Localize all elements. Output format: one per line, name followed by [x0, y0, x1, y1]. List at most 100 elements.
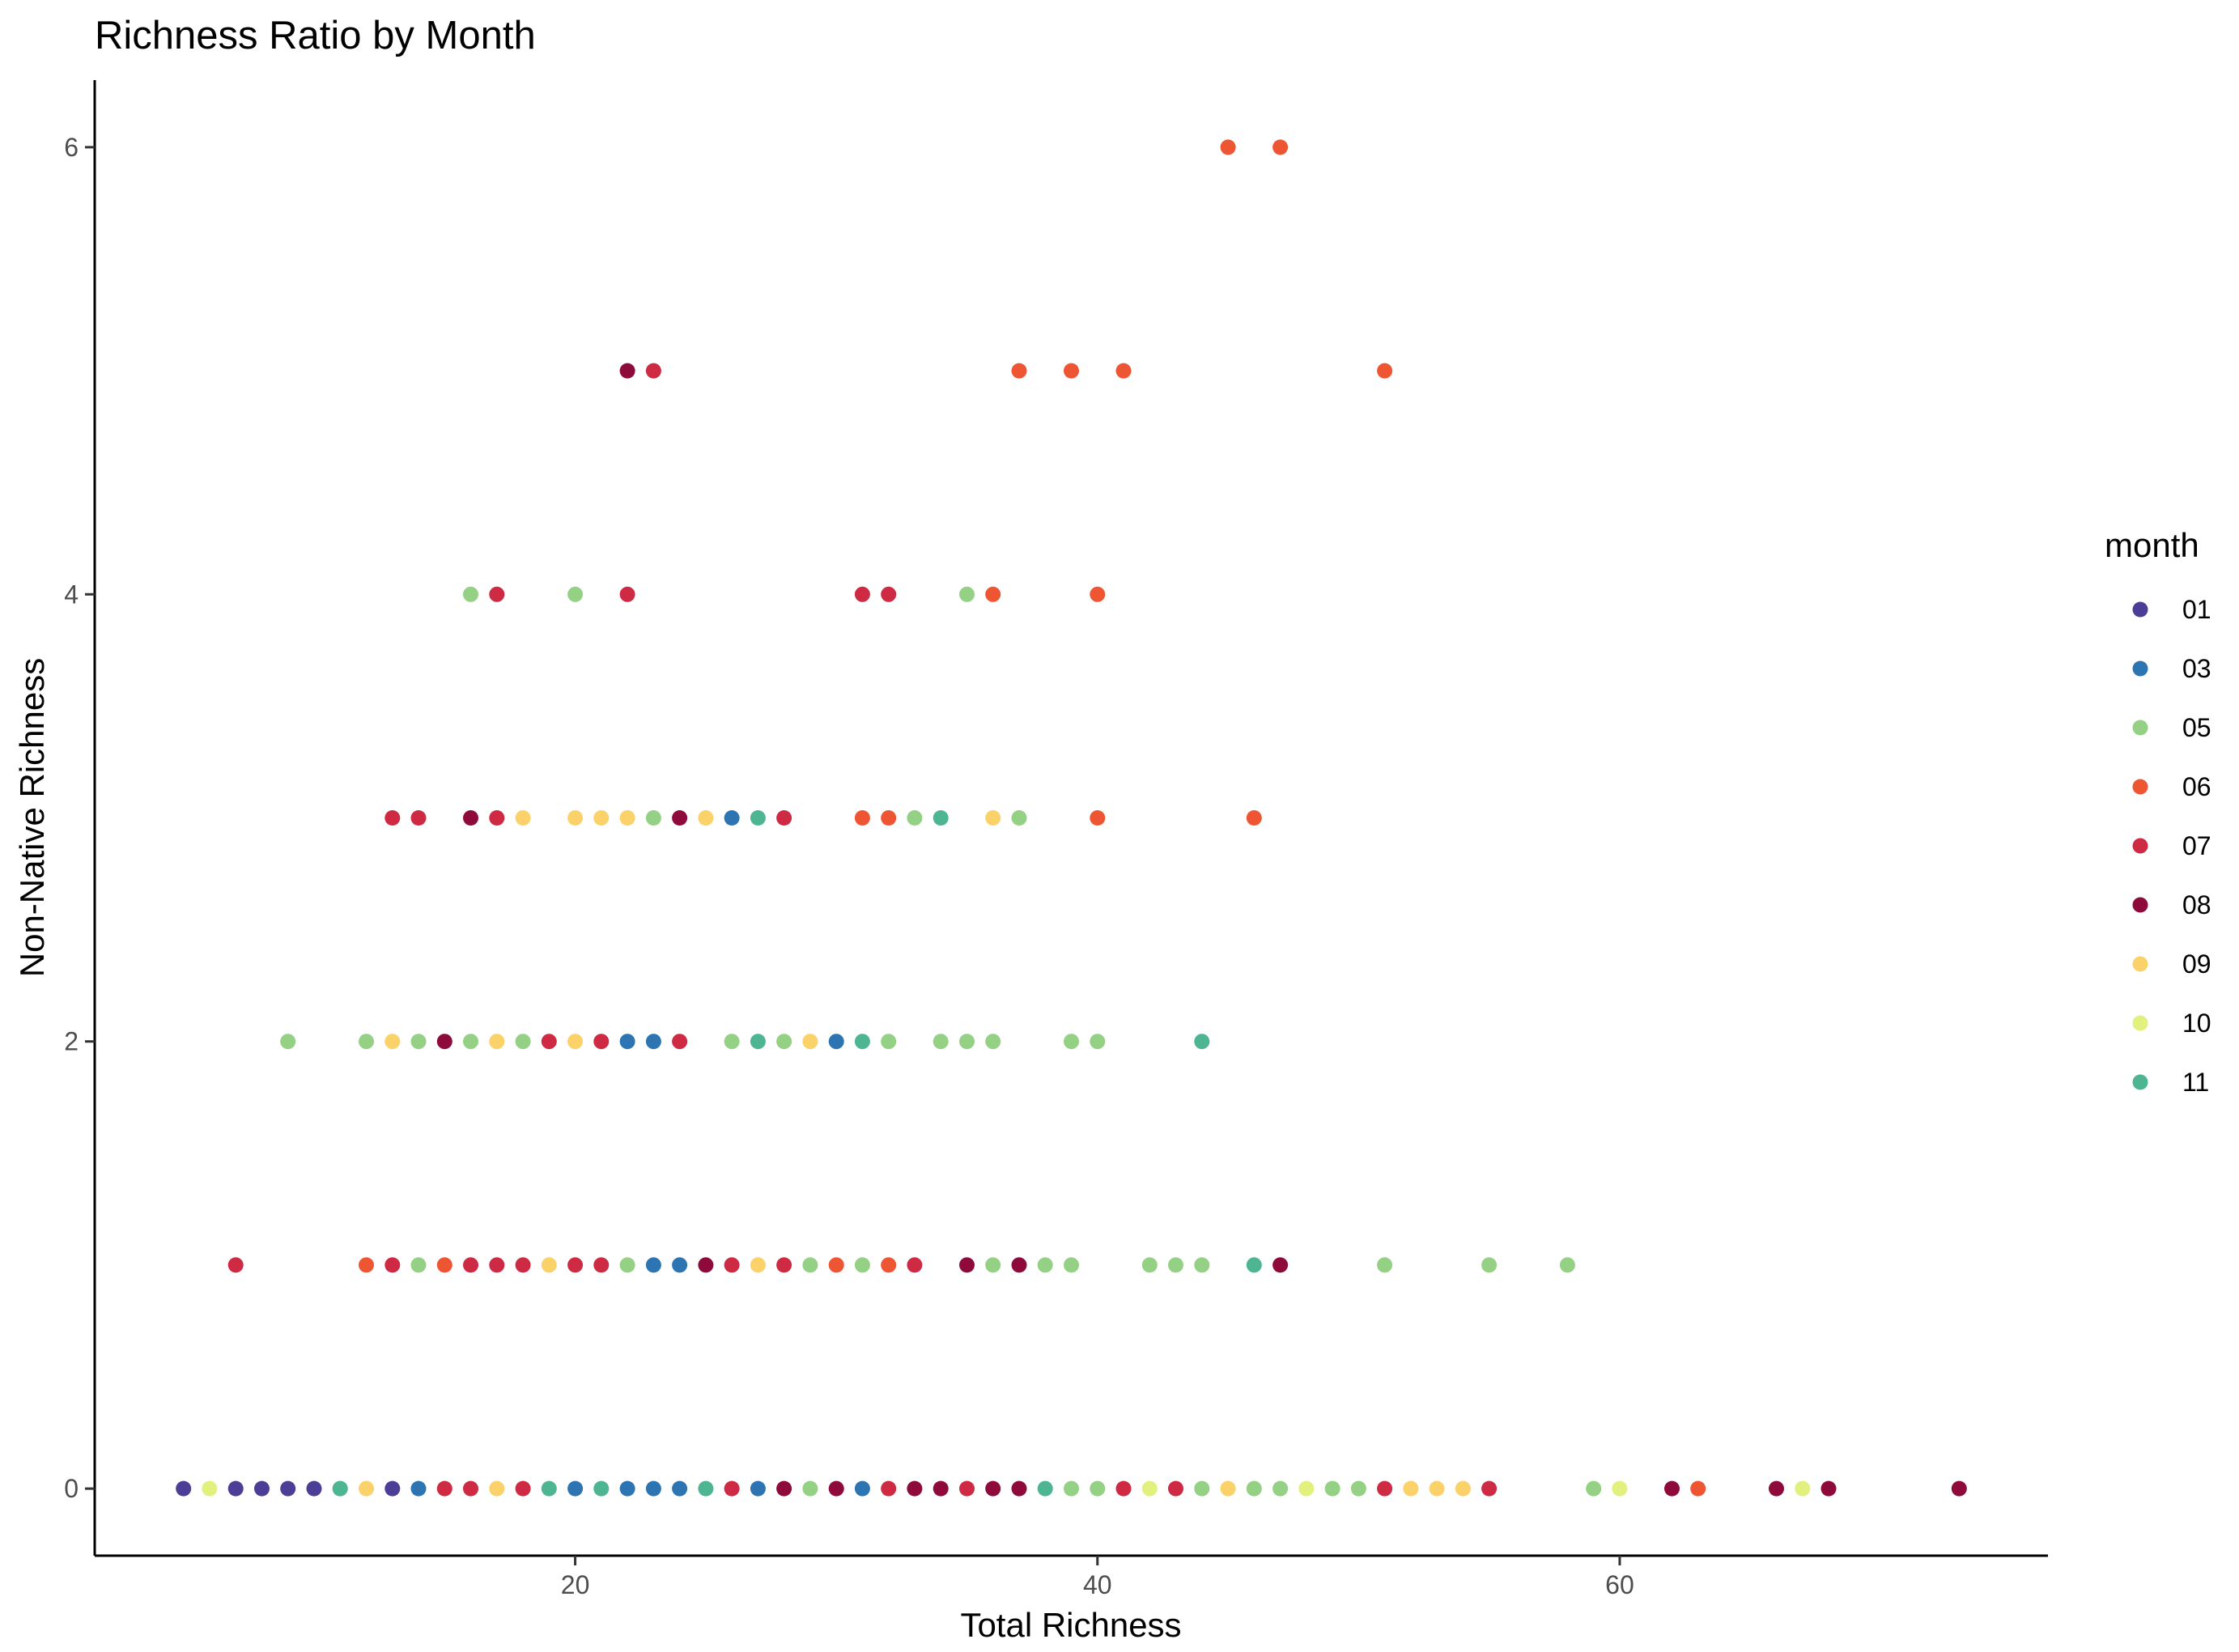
data-point-month-03: [619, 1034, 635, 1050]
data-point-month-11: [1194, 1034, 1210, 1050]
data-point-month-01: [254, 1480, 270, 1497]
data-point-month-06: [985, 586, 1001, 602]
data-point-month-09: [1455, 1480, 1471, 1497]
data-point-month-05: [1246, 1480, 1262, 1497]
data-point-month-05: [410, 1034, 427, 1050]
data-point-month-11: [698, 1480, 714, 1497]
x-axis-ticks: 20 40 60: [561, 1556, 1634, 1599]
data-point-month-07: [881, 1480, 897, 1497]
data-point-month-08: [1821, 1480, 1837, 1497]
data-point-month-05: [776, 1034, 792, 1050]
data-point-month-08: [436, 1034, 452, 1050]
legend-label-07: 07: [2182, 831, 2211, 860]
data-point-month-07: [515, 1480, 531, 1497]
data-point-month-06: [1377, 363, 1393, 379]
data-point-month-03: [854, 1480, 870, 1497]
data-point-month-09: [985, 810, 1001, 826]
data-point-month-05: [359, 1034, 374, 1050]
data-point-month-05: [985, 1257, 1001, 1273]
y-tick-label: 6: [64, 133, 79, 162]
data-point-month-11: [750, 810, 766, 826]
data-point-month-05: [985, 1034, 1001, 1050]
data-point-month-03: [672, 1257, 688, 1273]
data-point-month-01: [280, 1480, 296, 1497]
data-point-month-08: [1664, 1480, 1680, 1497]
legend-label-10: 10: [2182, 1009, 2211, 1038]
data-point-month-05: [1272, 1480, 1289, 1497]
data-point-month-07: [1481, 1480, 1498, 1497]
data-point-month-05: [1481, 1257, 1498, 1273]
data-point-month-07: [776, 1257, 792, 1273]
data-point-month-10: [1612, 1480, 1628, 1497]
data-point-month-07: [907, 1257, 923, 1273]
legend-label-11: 11: [2182, 1068, 2209, 1097]
data-point-month-03: [645, 1034, 661, 1050]
data-point-month-11: [593, 1480, 610, 1497]
data-point-month-09: [802, 1034, 818, 1050]
data-point-month-05: [463, 1034, 478, 1050]
data-points: [176, 139, 1967, 1497]
data-point-month-07: [463, 1480, 478, 1497]
data-point-month-05: [907, 810, 923, 826]
data-point-month-09: [489, 1480, 505, 1497]
legend-key-03: [2132, 660, 2148, 677]
data-point-month-09: [1403, 1480, 1419, 1497]
data-point-month-09: [1429, 1480, 1445, 1497]
legend-label-08: 08: [2182, 890, 2211, 919]
legend-title: month: [2105, 526, 2199, 564]
data-point-month-11: [541, 1480, 557, 1497]
data-point-month-09: [541, 1257, 557, 1273]
data-point-month-09: [359, 1480, 374, 1497]
data-point-month-09: [384, 1034, 401, 1050]
data-point-month-06: [436, 1257, 452, 1273]
data-point-month-11: [332, 1480, 348, 1497]
data-point-month-09: [750, 1257, 766, 1273]
data-point-month-08: [463, 810, 478, 826]
data-point-month-05: [1064, 1257, 1079, 1273]
data-point-month-09: [1220, 1480, 1236, 1497]
data-point-month-06: [881, 1257, 897, 1273]
data-point-month-07: [776, 810, 792, 826]
data-point-month-09: [698, 810, 714, 826]
data-point-month-05: [280, 1034, 296, 1050]
data-point-month-07: [515, 1257, 531, 1273]
data-point-month-05: [959, 586, 975, 602]
data-point-month-10: [202, 1480, 218, 1497]
data-point-month-06: [1220, 139, 1236, 155]
data-point-month-11: [750, 1034, 766, 1050]
data-point-month-09: [515, 810, 531, 826]
data-point-month-07: [384, 810, 401, 826]
data-point-month-05: [802, 1480, 818, 1497]
data-point-month-07: [724, 1257, 740, 1273]
data-point-month-08: [1011, 1480, 1027, 1497]
data-point-month-06: [881, 810, 897, 826]
data-point-month-05: [1141, 1257, 1158, 1273]
data-point-month-08: [907, 1480, 923, 1497]
data-point-month-05: [1350, 1480, 1366, 1497]
data-point-month-01: [227, 1480, 244, 1497]
data-point-month-06: [1090, 810, 1106, 826]
data-point-month-07: [463, 1257, 478, 1273]
legend-label-01: 01: [2182, 595, 2211, 624]
data-point-month-07: [227, 1257, 244, 1273]
data-point-month-06: [1246, 810, 1262, 826]
data-point-month-03: [567, 1480, 584, 1497]
data-point-month-08: [672, 810, 688, 826]
data-point-month-09: [489, 1034, 505, 1050]
data-point-month-07: [567, 1257, 584, 1273]
data-point-month-05: [1377, 1257, 1393, 1273]
data-point-month-03: [724, 810, 740, 826]
data-point-month-05: [1090, 1480, 1106, 1497]
data-point-month-06: [359, 1257, 374, 1273]
legend-key-06: [2132, 779, 2148, 795]
x-axis-title: Total Richness: [960, 1606, 1181, 1644]
data-point-month-05: [881, 1034, 897, 1050]
legend-key-05: [2132, 720, 2148, 736]
legend-key-07: [2132, 838, 2148, 854]
data-point-month-06: [1090, 586, 1106, 602]
data-point-month-05: [959, 1034, 975, 1050]
data-point-month-05: [1586, 1480, 1602, 1497]
data-point-month-06: [1115, 363, 1132, 379]
data-point-month-10: [1795, 1480, 1811, 1497]
data-point-month-05: [567, 586, 584, 602]
